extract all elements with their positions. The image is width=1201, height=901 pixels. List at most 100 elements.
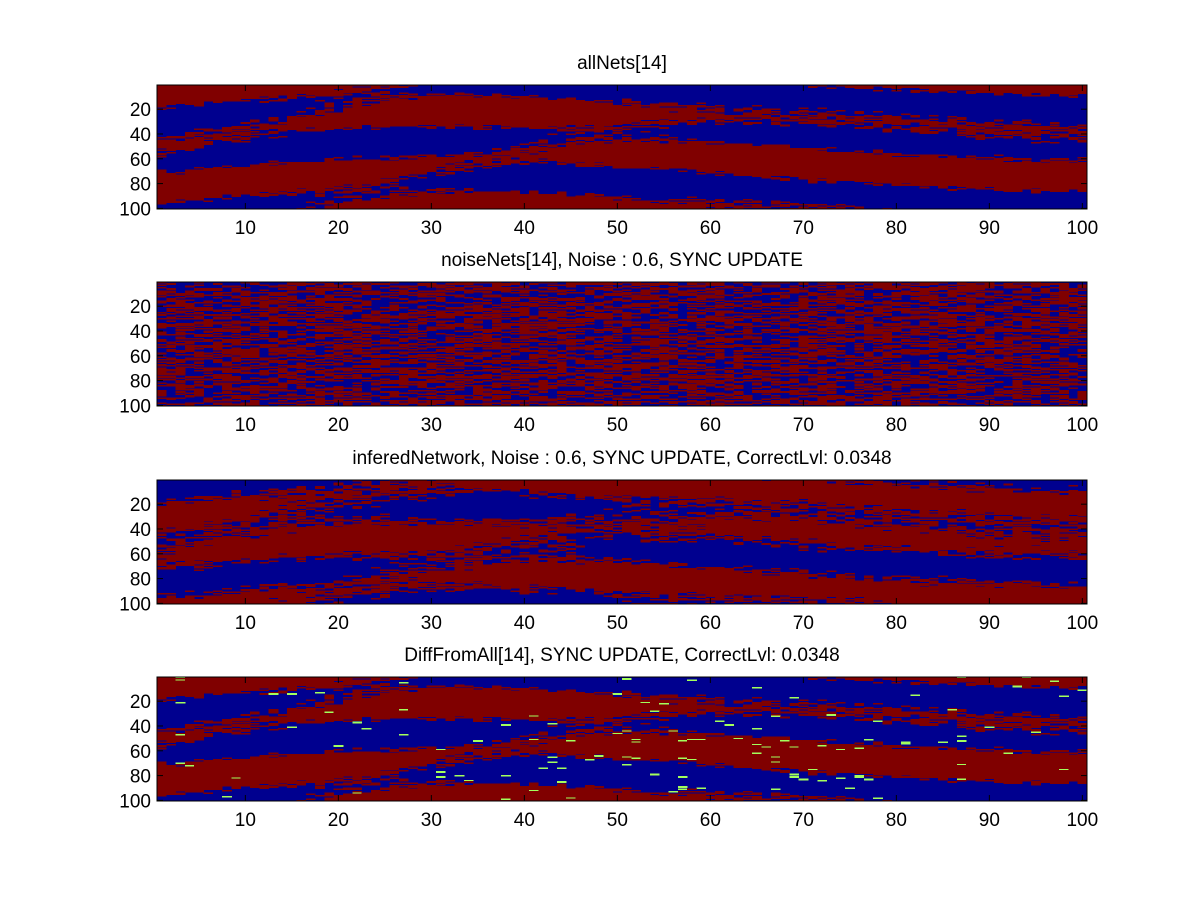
heatmap-cell [343,527,409,529]
heatmap-cell [482,342,530,345]
heatmap-cell [575,128,614,131]
heatmap-cell [398,293,409,295]
heatmap-cell [231,132,251,134]
heatmap-cell [1021,357,1032,360]
heatmap-cell [882,130,893,133]
heatmap-cell [770,346,781,349]
heatmap-cell [352,394,362,397]
heatmap-cell [910,533,967,535]
heatmap-cell [631,367,651,370]
heatmap-cell [640,348,651,351]
heatmap-cell [901,340,958,342]
heatmap-cell [1068,553,1079,555]
heatmap-cell [408,326,418,329]
heatmap-cell [975,360,1013,362]
heatmap-cell [761,284,781,287]
heatmap-cell [203,368,251,371]
heatmap-cell [510,361,530,363]
heatmap-cell [947,309,976,311]
heatmap-cell [612,326,623,329]
heatmap-cell [863,300,874,303]
heatmap-cell [928,303,948,305]
heatmap-cell [966,486,986,488]
heatmap-cell [966,378,986,381]
heatmap-cell [631,284,641,287]
heatmap-cell [603,347,614,350]
heatmap-cell [789,488,855,491]
heatmap-cell [789,397,800,399]
heatmap-cell [612,529,641,532]
heatmap-cell [1012,530,1023,533]
heatmap-cell [157,174,223,176]
heatmap-cell [333,309,362,311]
heatmap-cell [343,321,353,324]
heatmap-cell [752,351,772,354]
heatmap-cell [333,352,344,355]
heatmap-cell [305,314,335,316]
heatmap-cell [1049,124,1060,127]
heatmap-cell [882,352,893,355]
heatmap-cell [835,379,855,382]
heatmap-cell [724,387,744,390]
heatmap-cell [426,304,437,306]
heatmap-cell [175,344,186,346]
heatmap-cell [194,351,204,354]
heatmap-cell [817,397,855,399]
heatmap-cell [994,520,1004,523]
heatmap-cell [910,288,948,290]
heatmap-cell [501,296,539,299]
heatmap-cell [556,373,576,376]
heatmap-cell [166,294,186,297]
heatmap-cell [966,529,976,532]
heatmap-cell [770,178,790,180]
heatmap-cell [1003,389,1013,392]
heatmap-cell [901,549,939,552]
heatmap-cell [547,560,558,563]
heatmap-cell [296,519,316,522]
heatmap-cell [687,106,716,108]
heatmap-cell [817,384,837,387]
heatmap-cell [984,519,995,522]
heatmap-cell [575,154,641,157]
heatmap-cell [1012,379,1023,382]
heatmap-cell [380,533,446,535]
heatmap-cell [445,301,465,304]
heatmap-cell [603,109,669,112]
heatmap-cell [612,290,623,293]
heatmap-cell [705,200,725,202]
heatmap-cell [212,342,223,345]
heatmap-cell [640,499,651,502]
heatmap-cell [157,544,167,547]
heatmap-cell [370,499,390,502]
heatmap-cell [863,324,874,326]
heatmap-cell [584,522,595,524]
heatmap-cell [352,384,362,387]
heatmap-cell [789,403,846,406]
heatmap-cell [1040,316,1069,319]
heatmap-cell [389,393,400,396]
heatmap-cell [1040,160,1079,163]
heatmap-cell [975,293,986,295]
heatmap-cell [547,158,614,160]
heatmap-cell [175,371,186,373]
heatmap-cell [473,375,502,377]
heatmap-cell [826,178,893,180]
heatmap-cell [863,176,930,179]
heatmap-cell [928,173,995,175]
heatmap-cell [752,304,818,306]
heatmap-cell [975,182,1041,185]
heatmap-cell [1012,396,1041,398]
heatmap-cell [631,116,697,118]
heatmap-cell [547,327,558,330]
heatmap-cell [733,502,772,504]
heatmap-cell [715,513,734,516]
heatmap-cell [835,525,865,528]
heatmap-cell [789,149,818,152]
heatmap-cell [975,372,986,375]
heatmap-cell [594,295,604,298]
heatmap-cell [361,331,381,334]
heatmap-cell [705,163,772,165]
heatmap-cell [742,513,772,516]
heatmap-cell [175,540,186,543]
heatmap-cell [1068,378,1079,381]
